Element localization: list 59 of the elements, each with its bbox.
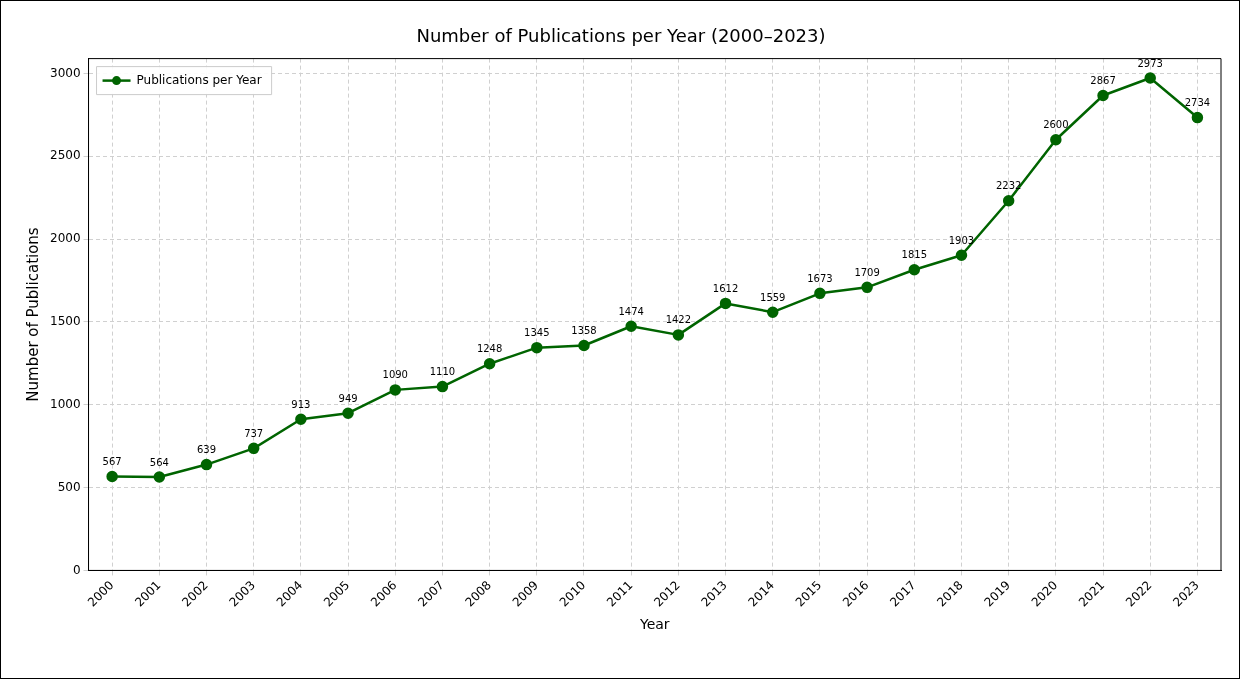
data-label: 639 bbox=[196, 444, 217, 456]
data-label: 1673 bbox=[807, 272, 833, 284]
data-label: 567 bbox=[102, 456, 122, 468]
data-label: 1090 bbox=[382, 369, 408, 381]
data-label: 1903 bbox=[948, 234, 975, 246]
point bbox=[200, 458, 213, 471]
point bbox=[295, 413, 307, 425]
point bbox=[1191, 111, 1204, 124]
point bbox=[247, 442, 260, 455]
point bbox=[955, 249, 968, 261]
y-axis-title: Number of Publications bbox=[23, 227, 42, 402]
x-axis-title: Year bbox=[638, 616, 670, 633]
y-tick-label: 3000 bbox=[49, 65, 81, 80]
data-label: 2867 bbox=[1090, 75, 1116, 87]
y-tick-label: 2500 bbox=[49, 148, 81, 163]
data-label: 1248 bbox=[476, 343, 503, 355]
point bbox=[106, 470, 118, 483]
point bbox=[531, 341, 543, 354]
y-tick-label: 0 bbox=[72, 562, 81, 577]
y-tick-label: 1000 bbox=[49, 396, 81, 411]
point bbox=[1144, 72, 1156, 84]
data-label: 949 bbox=[338, 392, 358, 404]
point bbox=[908, 264, 921, 276]
point bbox=[814, 287, 826, 300]
point bbox=[1097, 89, 1109, 102]
data-label: 737 bbox=[244, 427, 264, 439]
data-label: 2600 bbox=[1043, 119, 1069, 131]
data-label: 1709 bbox=[854, 266, 880, 278]
y-tick-label: 1500 bbox=[49, 314, 81, 329]
point bbox=[719, 297, 732, 310]
point bbox=[1002, 194, 1015, 207]
point bbox=[342, 407, 354, 419]
data-label: 2232 bbox=[995, 180, 1022, 192]
data-label: 913 bbox=[291, 398, 311, 410]
point bbox=[766, 306, 779, 318]
point bbox=[153, 471, 166, 483]
point bbox=[672, 329, 685, 341]
data-label: 1345 bbox=[524, 327, 550, 339]
point bbox=[389, 384, 401, 396]
data-label: 2973 bbox=[1137, 57, 1163, 69]
chart-title: Number of Publications per Year (2000–2023) bbox=[416, 25, 826, 47]
data-label: 1110 bbox=[429, 366, 456, 378]
data-label: 1815 bbox=[901, 249, 928, 261]
point bbox=[861, 281, 873, 294]
y-tick-label: 2000 bbox=[49, 231, 81, 246]
legend-label: Publications per Year bbox=[136, 72, 262, 87]
point bbox=[436, 380, 449, 393]
data-label: 1422 bbox=[665, 314, 692, 326]
data-label: 2734 bbox=[1184, 97, 1211, 109]
data-label: 1612 bbox=[712, 283, 739, 295]
point bbox=[625, 320, 637, 333]
point bbox=[578, 339, 590, 352]
data-label: 564 bbox=[149, 456, 169, 468]
point bbox=[483, 357, 496, 370]
y-tick-label: 500 bbox=[57, 479, 81, 494]
data-label: 1559 bbox=[760, 291, 786, 303]
data-label: 1358 bbox=[571, 325, 597, 337]
point bbox=[1050, 134, 1062, 146]
data-label: 1474 bbox=[618, 305, 644, 317]
